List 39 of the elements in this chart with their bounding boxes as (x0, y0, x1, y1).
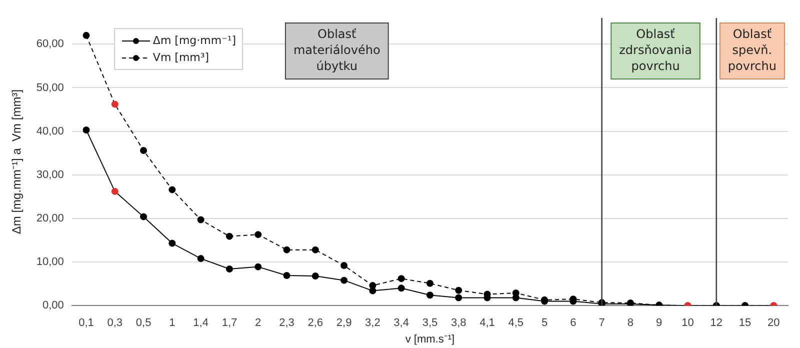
x-tick-label: 8 (627, 317, 634, 330)
annotation: Oblasť zdrsňovania povrchu (619, 27, 692, 74)
x-tick-label: 9 (656, 317, 662, 330)
x-tick-label: 0,3 (107, 317, 123, 330)
x-tick-label: 3,5 (422, 317, 438, 330)
y-tick-label: 60,00 (36, 38, 64, 50)
x-tick-label: 3,8 (450, 317, 466, 330)
x-tick-label: 1,7 (222, 317, 238, 330)
y-axis-title: Δm [mg.mm⁻¹] a Vm [mm³] (10, 89, 24, 234)
x-tick-label: 2 (255, 317, 262, 330)
x-tick-label: 15 (738, 317, 752, 330)
x-axis-title: v [mm.s⁻¹] (405, 333, 455, 346)
x-tick-label: 6 (570, 317, 576, 330)
x-tick-label: 3,4 (394, 317, 409, 330)
x-tick-label: 4,1 (480, 317, 495, 330)
y-tick-label: 10,00 (36, 256, 64, 268)
x-tick-label: 1,4 (193, 317, 208, 330)
y-tick-label: 30,00 (36, 168, 64, 181)
legend-label: Vm [mm³] (152, 50, 210, 66)
x-tick-label: 1 (169, 317, 176, 330)
legend-label: Δm [mg·mm⁻¹] (152, 33, 236, 49)
y-tick-label: 50,00 (36, 82, 64, 94)
x-tick-label: 0,1 (78, 317, 94, 330)
x-tick-label: 10 (682, 317, 694, 330)
annotation: Oblasť materiálového úbytku (293, 27, 380, 74)
x-tick-label: 0,5 (136, 317, 152, 330)
y-tick-label: 20,00 (36, 212, 64, 224)
x-tick-label: 5 (541, 317, 548, 330)
annotation: Oblasť spevň. povrchu (728, 27, 776, 74)
x-tick-label: 12 (710, 317, 723, 330)
x-tick-label: 2,9 (336, 317, 352, 330)
x-tick-label: 7 (598, 317, 605, 330)
x-tick-label: 3,2 (365, 317, 380, 330)
x-tick-label: 2,3 (279, 317, 294, 330)
x-tick-label: 4,5 (508, 317, 524, 330)
x-tick-label: 2,6 (308, 317, 324, 330)
y-tick-label: 40,00 (36, 125, 64, 138)
x-tick-label: 20 (768, 317, 780, 330)
y-tick-label: 0,00 (42, 300, 64, 312)
